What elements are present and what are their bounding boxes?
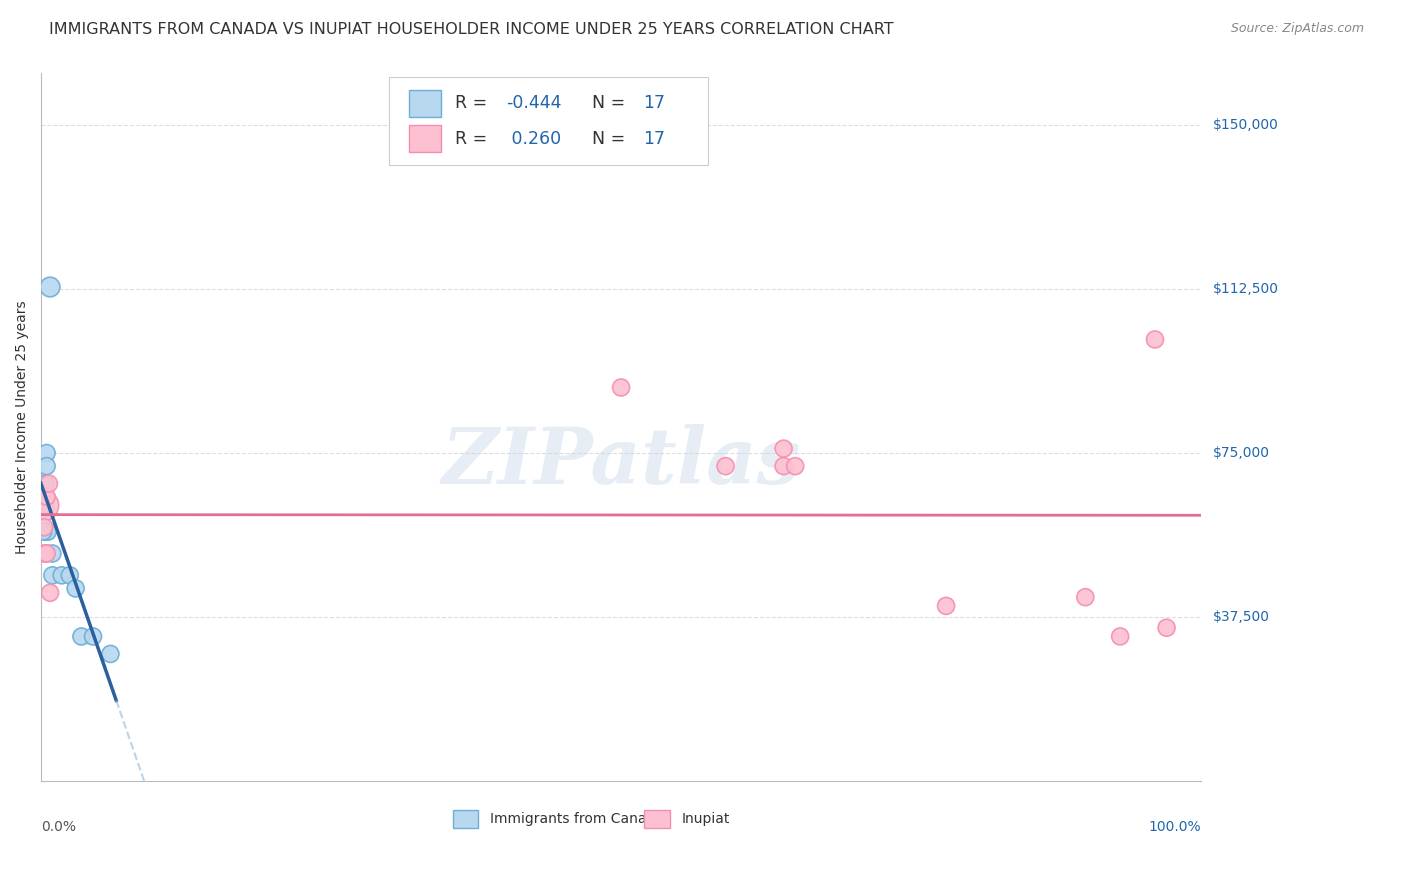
Point: [35, 546, 58, 560]
Point: [610, 380, 633, 394]
Point: [41, 568, 63, 582]
Text: ZIPatlas: ZIPatlas: [441, 424, 801, 500]
Point: [935, 599, 957, 613]
Point: [35, 546, 58, 560]
Point: [65, 582, 87, 596]
Point: [39, 586, 62, 600]
Text: $75,000: $75,000: [1212, 446, 1270, 460]
Text: IMMIGRANTS FROM CANADA VS INUPIAT HOUSEHOLDER INCOME UNDER 25 YEARS CORRELATION : IMMIGRANTS FROM CANADA VS INUPIAT HOUSEH…: [49, 22, 894, 37]
Point: [1109, 630, 1132, 644]
Text: $150,000: $150,000: [1212, 119, 1278, 132]
Point: [35, 490, 58, 504]
Point: [39, 280, 62, 294]
Point: [82, 630, 104, 644]
Point: [41, 546, 63, 560]
Text: 0.0%: 0.0%: [41, 820, 76, 833]
Point: [35, 524, 58, 539]
Text: Immigrants from Canada: Immigrants from Canada: [489, 813, 664, 826]
Point: [59, 568, 82, 582]
FancyBboxPatch shape: [644, 810, 669, 828]
Point: [1074, 590, 1097, 604]
Point: [32, 520, 55, 534]
Text: R =: R =: [456, 130, 494, 148]
Point: [772, 459, 794, 474]
Point: [51, 568, 73, 582]
Text: 17: 17: [643, 130, 665, 148]
Point: [34, 499, 56, 513]
Point: [714, 459, 737, 474]
Point: [32, 499, 55, 513]
Point: [38, 476, 60, 491]
Point: [1143, 333, 1166, 347]
Point: [772, 442, 794, 456]
Point: [35, 459, 58, 474]
FancyBboxPatch shape: [453, 810, 478, 828]
FancyBboxPatch shape: [389, 77, 709, 165]
Text: R =: R =: [456, 95, 494, 112]
Point: [70, 630, 93, 644]
Text: Source: ZipAtlas.com: Source: ZipAtlas.com: [1230, 22, 1364, 36]
Point: [100, 647, 122, 661]
Point: [37, 524, 59, 539]
Point: [785, 459, 807, 474]
Text: Inupiat: Inupiat: [682, 813, 730, 826]
Text: $37,500: $37,500: [1212, 610, 1270, 624]
FancyBboxPatch shape: [409, 90, 441, 117]
Text: 100.0%: 100.0%: [1149, 820, 1201, 833]
Text: $112,500: $112,500: [1212, 282, 1278, 296]
FancyBboxPatch shape: [409, 126, 441, 153]
Point: [35, 446, 58, 460]
Point: [32, 524, 55, 539]
Point: [34, 476, 56, 491]
Text: N =: N =: [592, 130, 631, 148]
Point: [32, 546, 55, 560]
Point: [1156, 621, 1178, 635]
Text: 0.260: 0.260: [506, 130, 561, 148]
Text: -0.444: -0.444: [506, 95, 562, 112]
Text: N =: N =: [592, 95, 631, 112]
Text: 17: 17: [643, 95, 665, 112]
Y-axis label: Householder Income Under 25 years: Householder Income Under 25 years: [15, 300, 30, 554]
